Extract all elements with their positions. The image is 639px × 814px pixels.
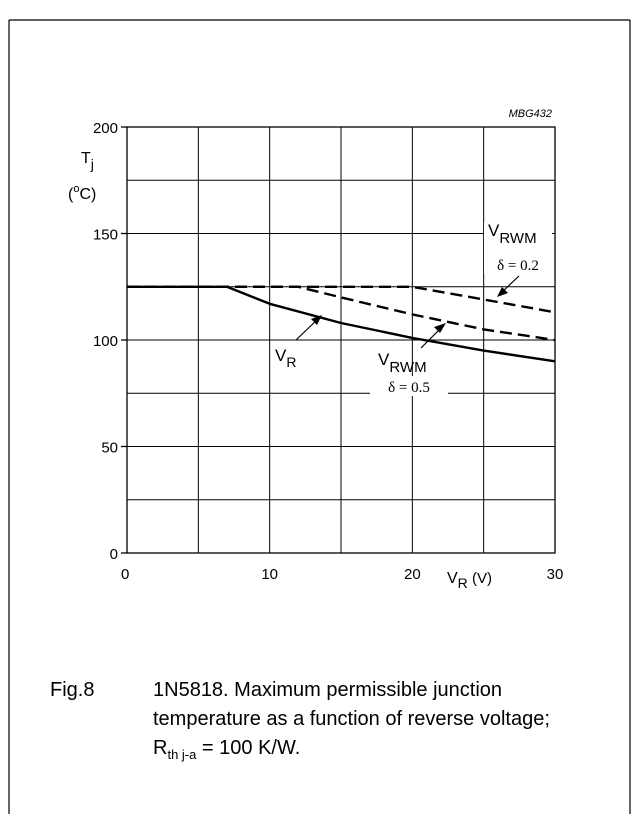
- y-tick-label: 100: [93, 333, 118, 350]
- y-tick-label: 200: [93, 120, 118, 137]
- annotation-vr-main: V: [275, 346, 287, 365]
- grid: [127, 127, 555, 553]
- caption-line-3: Rth j-a = 100 K/W.: [153, 734, 633, 769]
- annotation-vr-sub: R: [286, 354, 296, 370]
- x-tick-label: 30: [547, 566, 564, 583]
- y-tick-label: 0: [110, 546, 118, 563]
- annotation-vrwm-05-sub: RWM: [389, 359, 426, 376]
- annotation-vrwm-05-delta: δ = 0.5: [388, 380, 430, 396]
- annotation-vrwm-02: VRWM δ = 0.2: [484, 221, 552, 297]
- caption-r-main: R: [153, 737, 168, 759]
- annotation-vrwm-02-arrowhead: [497, 287, 508, 297]
- svg-text:VRWM: VRWM: [488, 221, 537, 247]
- y-tick-label: 150: [93, 227, 118, 244]
- caption-line-1: 1N5818. Maximum permissible junction: [153, 679, 503, 701]
- annotation-vrwm-05-main: V: [378, 350, 390, 369]
- x-tick-label: 10: [261, 566, 278, 583]
- y-unit-open: (: [68, 186, 74, 203]
- annotation-vrwm-05-arrowhead: [434, 323, 446, 333]
- annotation-vrwm-02-delta: δ = 0.2: [497, 258, 539, 274]
- y-axis-label-main: T: [81, 150, 91, 167]
- annotation-vrwm-02-arrow: [501, 275, 520, 293]
- y-axis-label-sub: j: [90, 156, 94, 172]
- chart-code: MBG432: [509, 108, 552, 120]
- y-axis-label: Tj: [81, 150, 94, 172]
- x-axis-label-sub: R: [458, 575, 468, 591]
- caption-r-rest: = 100 K/W.: [196, 737, 301, 759]
- svg-text:VRWM: VRWM: [378, 350, 427, 376]
- x-axis-unit: (V): [468, 570, 492, 587]
- x-tick-label: 20: [404, 566, 421, 583]
- x-tick-label: 0: [121, 566, 129, 583]
- y-axis-unit: (oC): [68, 183, 96, 203]
- tick-labels: 0 50 100 150 200 0 10 20 30: [93, 120, 563, 583]
- x-axis-label: VR (V): [447, 570, 492, 591]
- svg-text:VR: VR: [275, 346, 296, 370]
- annotation-vr-arrowhead: [311, 315, 322, 325]
- caption-line-2: temperature as a function of reverse vol…: [153, 708, 550, 730]
- x-axis-label-main: V: [447, 570, 458, 587]
- series-group: [127, 285, 556, 363]
- caption-r-sub: th j-a: [167, 747, 197, 762]
- annotation-vrwm-02-main: V: [488, 221, 500, 240]
- figure-number: Fig.8: [50, 679, 95, 701]
- annotation-vr-arrow: [295, 318, 319, 341]
- annotation-vrwm-05: VRWM δ = 0.5: [370, 323, 448, 396]
- y-tick-label: 50: [101, 440, 118, 457]
- page-border: [8, 19, 631, 814]
- annotation-vrwm-05-arrow: [420, 327, 442, 349]
- annotation-vr: VR: [275, 315, 322, 370]
- y-unit-sup: o: [73, 183, 79, 195]
- annotation-vrwm-02-sub: RWM: [499, 230, 536, 247]
- caption-text: 1N5818. Maximum permissible junction tem…: [153, 676, 633, 769]
- y-unit-close: C): [79, 186, 96, 203]
